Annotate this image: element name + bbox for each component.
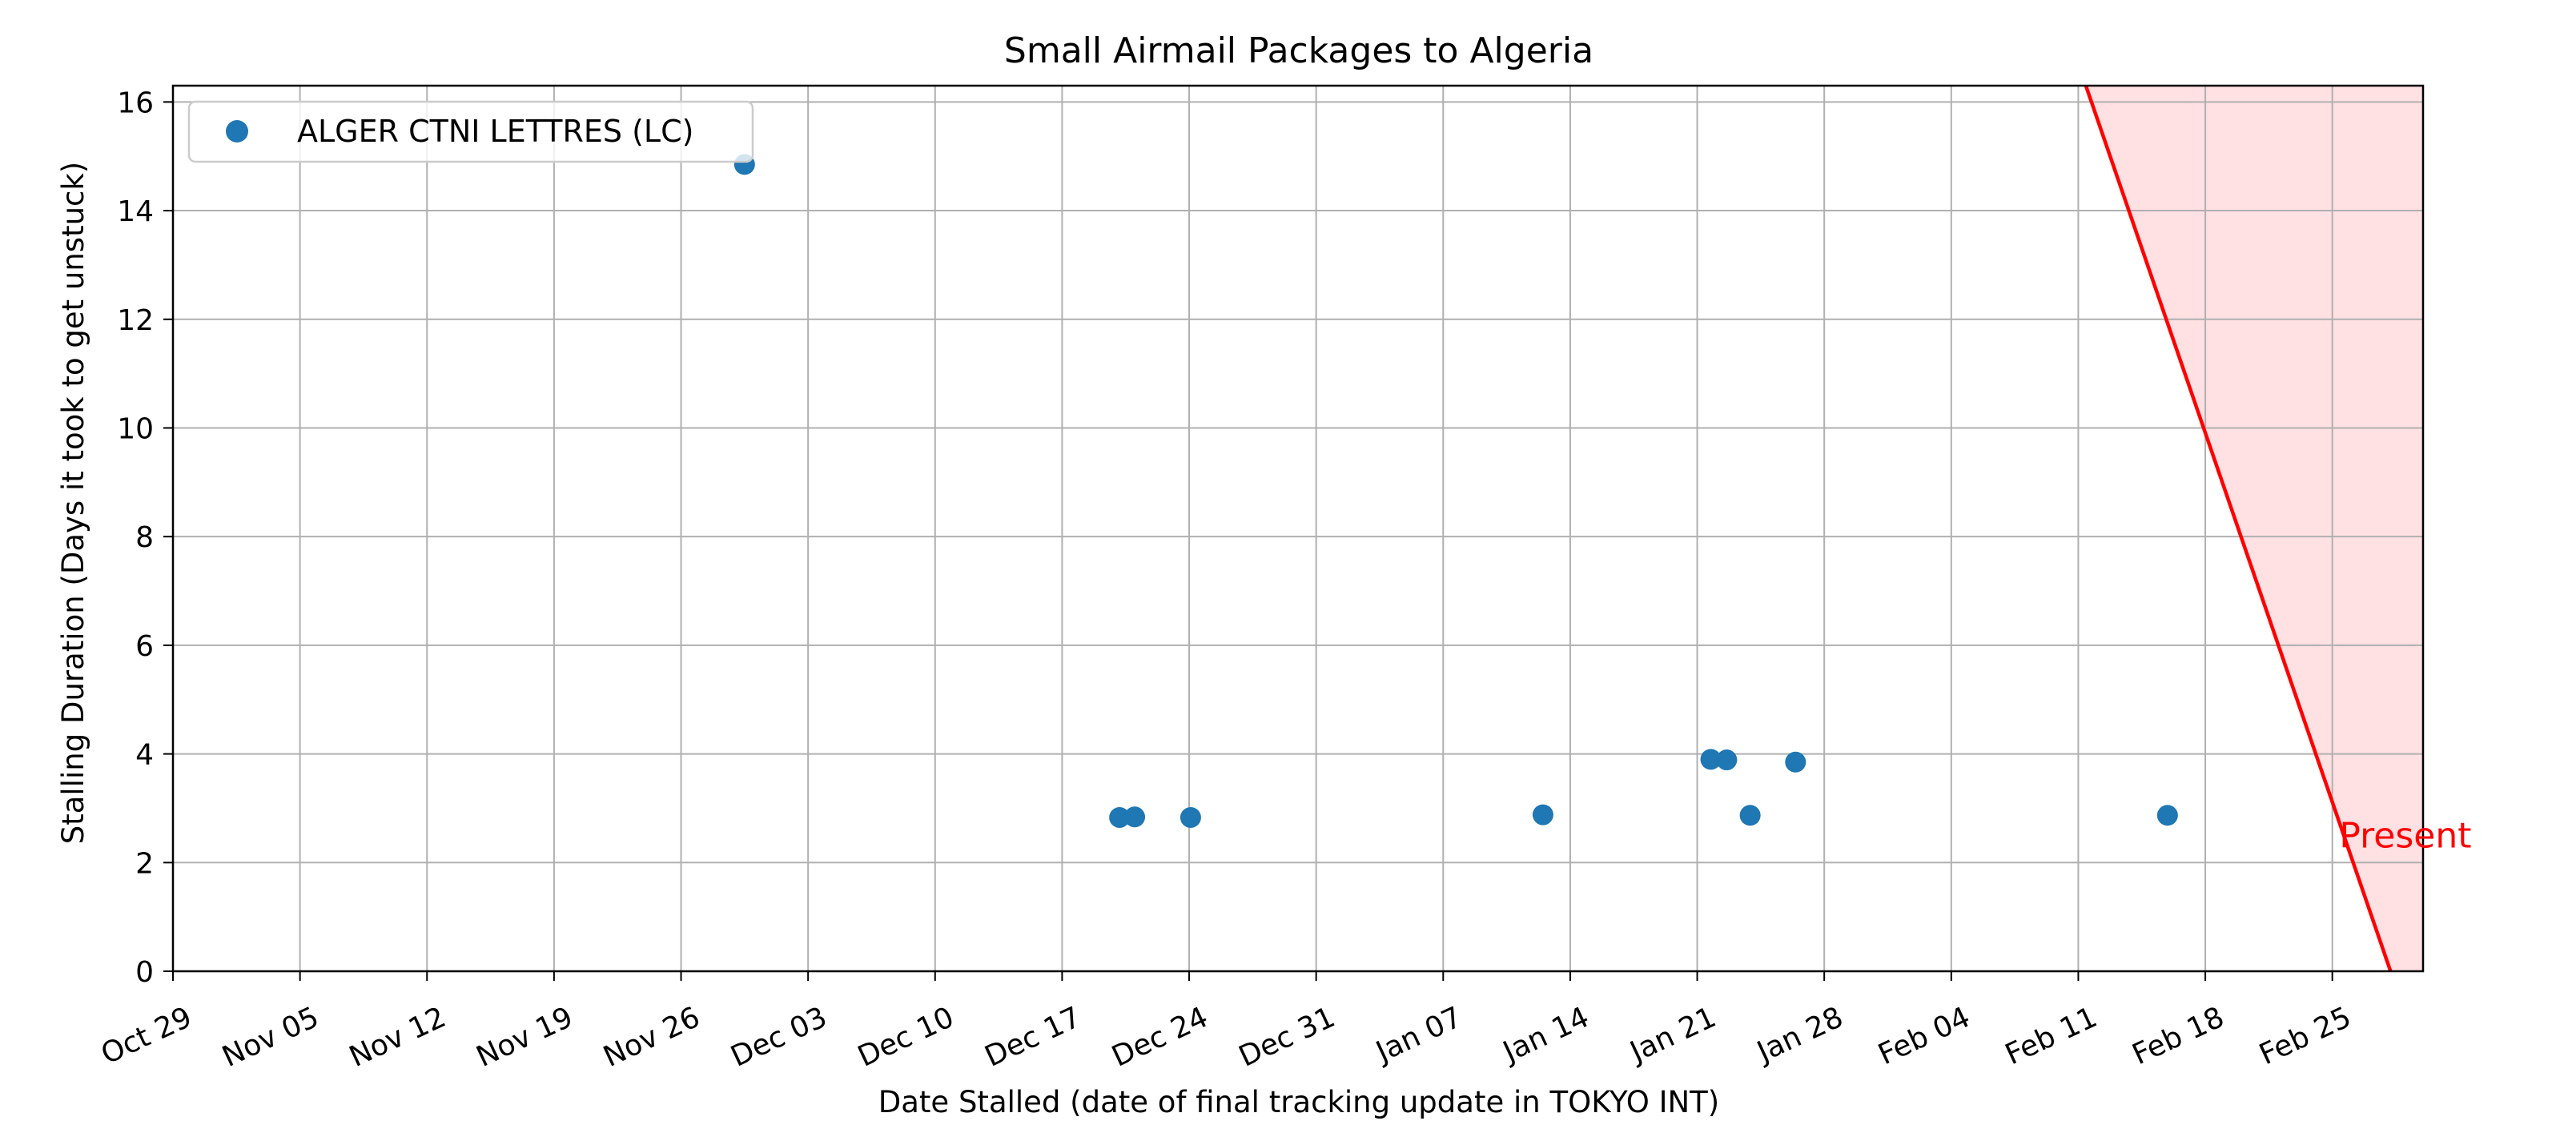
present-region-fill — [2085, 86, 2423, 971]
data-point — [1532, 804, 1553, 826]
y-tick-label: 4 — [135, 739, 154, 772]
y-axis-label: Stalling Duration (Days it took to get u… — [56, 162, 90, 844]
y-tick-label: 14 — [117, 195, 154, 228]
legend: ALGER CTNI LETTRES (LC) — [187, 100, 754, 163]
present-line-group — [2084, 85, 2393, 972]
data-point — [1785, 751, 1806, 773]
legend-frame — [187, 100, 754, 163]
legend-marker — [226, 120, 248, 143]
y-tick-label: 6 — [135, 630, 154, 663]
data-points — [733, 154, 2178, 828]
y-tick-label: 10 — [117, 412, 154, 445]
data-point — [1739, 805, 1761, 826]
x-axis-label: Date Stalled (date of final tracking upd… — [878, 1085, 1719, 1119]
y-tick-label: 2 — [135, 847, 154, 880]
data-point — [1179, 806, 1201, 828]
y-tick-label: 8 — [135, 521, 154, 554]
present-region — [2085, 86, 2423, 971]
data-point — [1716, 749, 1738, 771]
present-line — [2084, 85, 2393, 972]
y-tick-label: 12 — [117, 304, 154, 337]
present-label: Present — [2339, 815, 2471, 856]
data-point — [1124, 806, 1146, 828]
data-point — [2156, 805, 2178, 826]
data-point — [1109, 806, 1131, 828]
y-tick-label: 16 — [117, 86, 154, 119]
data-point — [1700, 749, 1722, 770]
y-tick-label: 0 — [135, 956, 154, 989]
legend-label: ALGER CTNI LETTRES (LC) — [297, 114, 693, 149]
plot-frame — [171, 84, 2425, 973]
chart-title: Small Airmail Packages to Algeria — [1004, 30, 1593, 71]
tick-marks — [163, 101, 2333, 981]
